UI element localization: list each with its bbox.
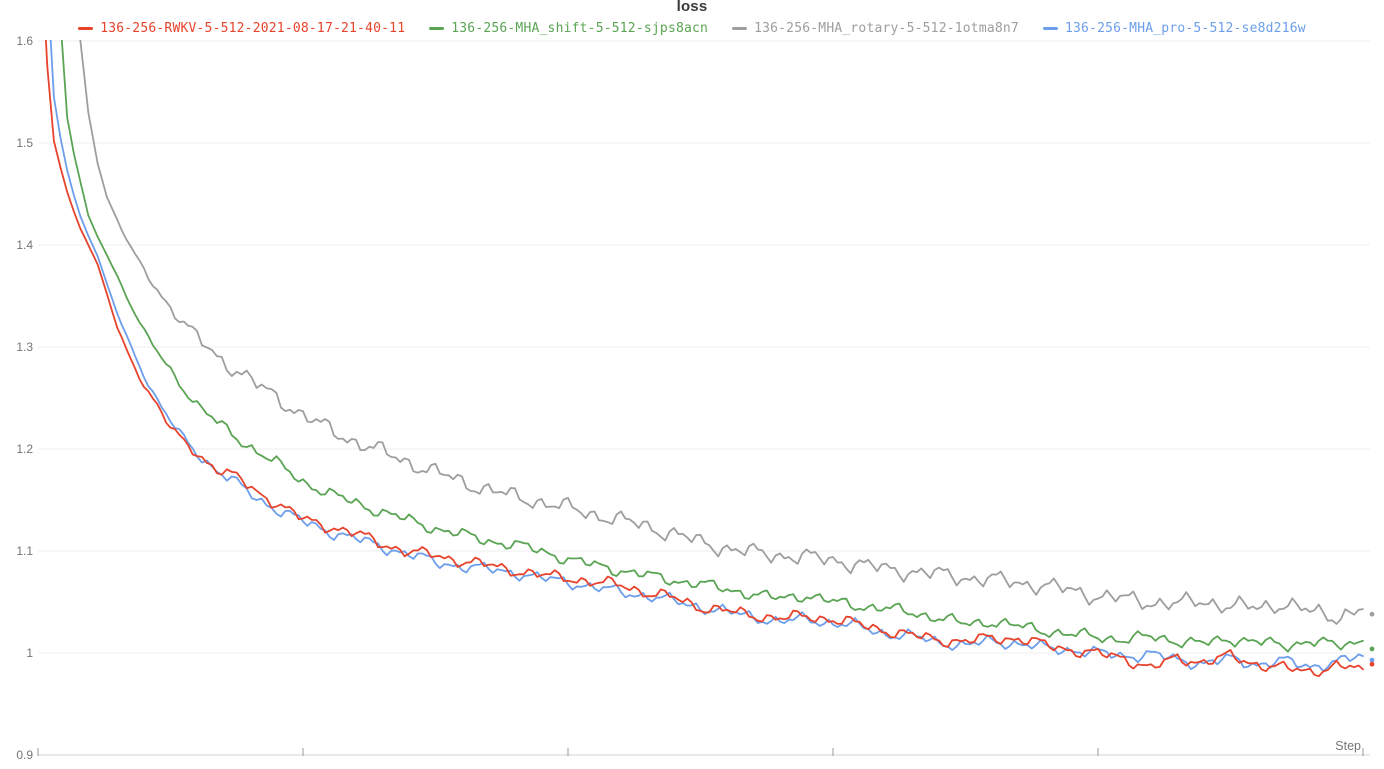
y-tick-label: 1.6 — [16, 34, 33, 48]
x-axis-title: Step — [1335, 739, 1361, 753]
legend-label: 136-256-MHA_rotary-5-512-1otma8n7 — [754, 21, 1019, 36]
legend-label: 136-256-RWKV-5-512-2021-08-17-21-40-11 — [100, 21, 406, 36]
y-tick-label: 1.2 — [16, 442, 33, 456]
chart-title: loss — [676, 0, 708, 15]
legend-line-swatch — [78, 27, 94, 30]
legend-item-mha-shift[interactable]: 136-256-MHA_shift-5-512-sjps8acn — [429, 21, 708, 36]
y-tick-label: 1.4 — [16, 238, 33, 252]
chart-legend: 136-256-RWKV-5-512-2021-08-17-21-40-11 1… — [0, 21, 1384, 36]
legend-item-rwkv[interactable]: 136-256-RWKV-5-512-2021-08-17-21-40-11 — [78, 21, 405, 36]
legend-label: 136-256-MHA_shift-5-512-sjps8acn — [451, 21, 709, 36]
y-tick-label: 1 — [26, 646, 33, 660]
y-tick-label: 0.9 — [16, 748, 33, 762]
legend-line-swatch — [429, 27, 445, 30]
legend-item-mha-pro[interactable]: 136-256-MHA_pro-5-512-se8d216w — [1042, 21, 1306, 36]
y-tick-label: 1.3 — [16, 340, 33, 354]
legend-item-mha-rotary[interactable]: 136-256-MHA_rotary-5-512-1otma8n7 — [732, 21, 1019, 36]
y-tick-label: 1.1 — [16, 544, 33, 558]
legend-line-swatch — [732, 27, 748, 30]
legend-label: 136-256-MHA_pro-5-512-se8d216w — [1064, 21, 1306, 36]
y-tick-label: 1.5 — [16, 136, 33, 150]
legend-line-swatch — [1042, 27, 1058, 30]
